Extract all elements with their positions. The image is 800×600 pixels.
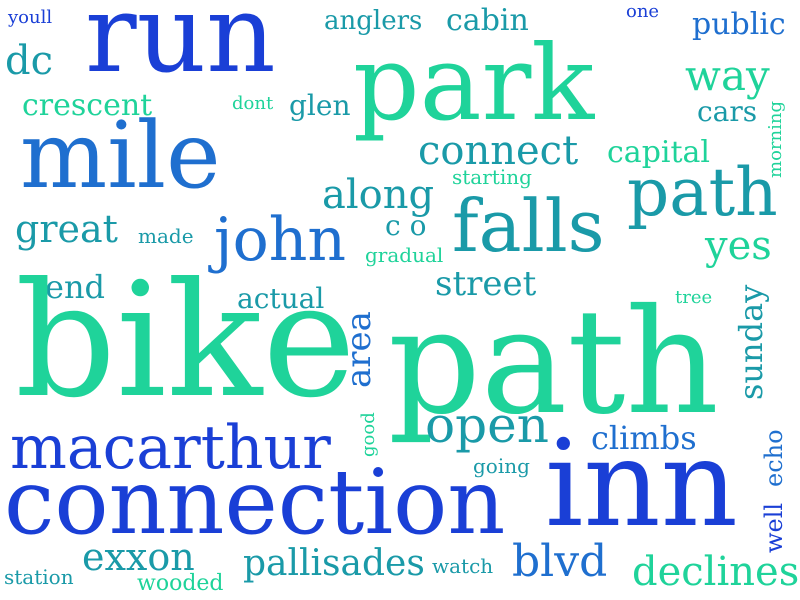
word: actual	[237, 282, 325, 315]
word: crescent	[22, 88, 153, 123]
word: open	[425, 396, 549, 454]
word: mile	[20, 102, 221, 209]
word: path	[388, 278, 719, 447]
word: connect	[418, 128, 579, 174]
word: great	[15, 207, 118, 251]
word: cars	[697, 95, 758, 128]
word: starting	[452, 165, 532, 189]
word: bike	[15, 249, 356, 433]
word: public	[692, 7, 786, 42]
word: exxon	[82, 535, 195, 579]
word: dc	[5, 38, 54, 84]
word: climbs	[591, 419, 697, 457]
word: blvd	[512, 536, 608, 587]
word: tree	[675, 287, 713, 308]
word: made	[138, 224, 194, 248]
word: declines	[632, 549, 800, 595]
word: gradual	[365, 243, 444, 267]
word: anglers	[324, 6, 423, 36]
word: dont	[232, 93, 274, 114]
word: youll	[8, 7, 53, 28]
word: watch	[432, 554, 494, 578]
word: along	[322, 172, 435, 218]
word: street	[435, 264, 537, 304]
word: glen	[289, 89, 351, 122]
word: connection	[4, 450, 506, 555]
word: cabin	[446, 3, 529, 38]
word: c o	[385, 209, 427, 242]
word: wooded	[137, 571, 224, 596]
word: sunday	[732, 284, 770, 400]
word: one	[626, 1, 660, 22]
word: echo	[760, 429, 788, 487]
word: well	[760, 502, 788, 553]
word: end	[45, 268, 106, 306]
word: capital	[607, 135, 711, 170]
word: run	[85, 0, 276, 97]
word: going	[473, 454, 530, 478]
word: park	[353, 22, 595, 144]
word: inn	[545, 415, 738, 554]
word: yes	[705, 223, 772, 269]
word: john	[214, 205, 347, 275]
word: pallisades	[243, 543, 425, 584]
word: macarthur	[10, 413, 331, 483]
word: falls	[452, 184, 605, 268]
word: path	[627, 154, 778, 231]
word: way	[685, 51, 770, 100]
word: station	[4, 565, 74, 589]
